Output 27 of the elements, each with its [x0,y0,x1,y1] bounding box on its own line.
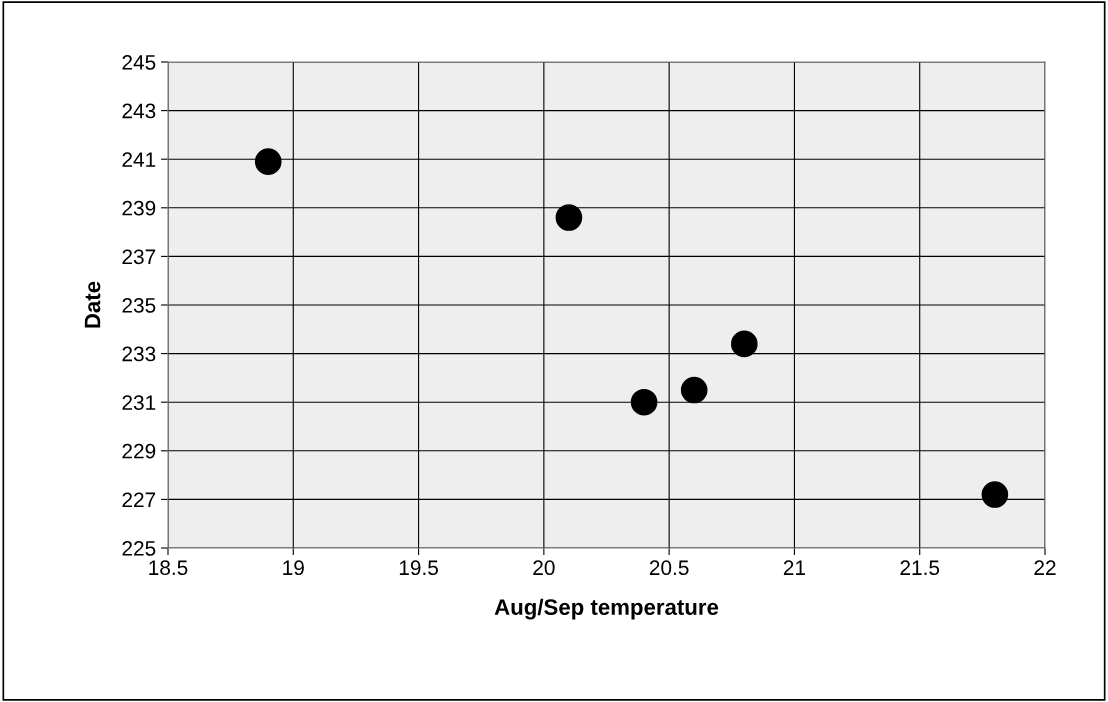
x-axis-title: Aug/Sep temperature [494,598,719,620]
x-tick-label: 19.5 [399,560,438,576]
point [555,204,583,231]
point [981,481,1009,508]
x-tick-label: 21.5 [900,560,940,576]
y-tick-label: 239 [122,200,156,216]
point [731,330,758,358]
point [680,376,708,404]
x-tick-label: 21 [783,560,805,575]
y-tick-label: 237 [122,249,156,265]
y-tick-label: 235 [122,298,156,313]
y-tick-label: 227 [122,492,156,507]
y-axis-title: Date [84,281,101,328]
point [630,388,658,416]
x-tick-label: 18.5 [149,560,188,576]
y-tick-label: 241 [122,152,156,167]
x-tick-label: 20.5 [649,560,689,576]
y-tick-label: 245 [122,55,156,70]
y-tick-label: 233 [122,346,156,362]
point [254,148,282,175]
x-tick-label: 22 [1034,560,1056,575]
y-tick-label: 243 [122,103,156,119]
x-tick-label: 20 [533,560,555,576]
y-tick-label: 225 [122,541,156,556]
x-tick-label: 19 [283,560,304,576]
y-tick-label: 231 [122,395,156,410]
y-tick-label: 229 [122,443,156,459]
